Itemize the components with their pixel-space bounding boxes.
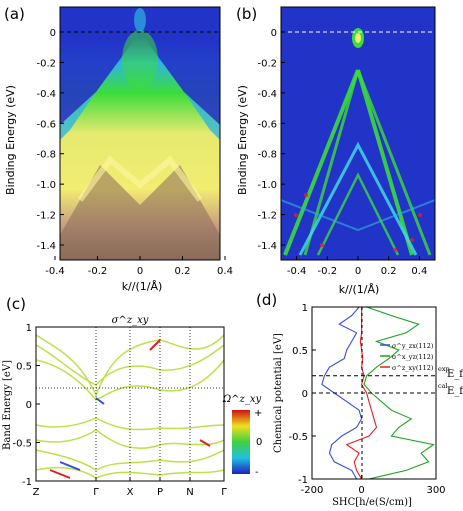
c-y-ticks: 1 0.5 0 -0.5 -1 <box>12 323 40 488</box>
c-kpoint-lines <box>95 327 191 481</box>
y-tick-label: -1.2 <box>257 211 277 222</box>
x-tick-label: 0.4 <box>217 266 233 277</box>
y-tick-label: 0 <box>50 28 56 39</box>
a-xlabel: k//(1/Å) <box>122 280 163 293</box>
legend-entry-2: σ^x_yz(112) <box>392 353 434 361</box>
b-xlabel: k//(1/Å) <box>339 283 380 296</box>
x-tick-label: 0 <box>358 485 364 496</box>
x-tick-label: -0.2 <box>318 266 338 277</box>
b-y-ticks: 0 -0.2 -0.4 -0.6 -0.8 -1.0 -1.2 -1.4 <box>257 28 285 252</box>
x-tick-label: 0 <box>355 266 361 277</box>
y-tick-label: -0.8 <box>36 150 56 161</box>
fermi-label: E_f <box>447 369 463 380</box>
y-tick-label: -1.0 <box>36 180 56 191</box>
colorbar-tick-zero: 0 <box>256 437 262 448</box>
y-tick-label: -0.4 <box>257 89 277 100</box>
d-legend: σ^y_zx(112) σ^x_yz(112) σ^z_xy(112) <box>380 342 434 372</box>
y-tick-label: -0.5 <box>288 432 308 443</box>
x-tick-label: N <box>186 487 193 498</box>
x-tick-label: X <box>127 487 134 498</box>
x-tick-label: -200 <box>301 485 324 496</box>
y-tick-label: 0.5 <box>16 362 32 373</box>
b-ylabel: Binding Energy (eV) <box>236 85 249 195</box>
y-tick-label: 0.5 <box>292 346 308 357</box>
y-tick-label: -0.5 <box>12 439 32 450</box>
y-tick-label: -0.2 <box>36 58 56 69</box>
c-bands <box>36 334 224 479</box>
c-title: σ^z_xy <box>112 315 149 326</box>
a-y-ticks: 0 -0.2 -0.4 -0.6 -0.8 -1.0 -1.2 -1.4 <box>36 28 64 252</box>
legend-entry-3: σ^z_xy(112) <box>392 364 434 372</box>
fermi-label-sup: cal <box>438 382 448 390</box>
y-tick-label: -1.2 <box>36 211 56 222</box>
d-y-ticks: 1 0.5 0 -0.5 -1 <box>288 303 316 486</box>
x-tick-label: -0.4 <box>287 266 307 277</box>
x-tick-label: 0 <box>137 266 143 277</box>
colorbar-label: Ω^z_xy <box>222 394 262 405</box>
x-tick-label: -0.2 <box>88 266 108 277</box>
panel-label-c: (c) <box>6 295 26 313</box>
c-ylabel: Band Energy [eV] <box>2 360 13 450</box>
x-tick-label: Γ <box>93 487 99 498</box>
y-tick-label: -0.6 <box>257 119 277 130</box>
y-tick-label: -0.4 <box>36 89 56 100</box>
arpes-a-image <box>60 7 220 260</box>
y-tick-label: 1 <box>302 303 308 314</box>
x-tick-label: Z <box>33 487 40 498</box>
series-line-3 <box>345 307 378 479</box>
y-tick-label: 0 <box>302 389 308 400</box>
y-tick-label: -1 <box>22 477 32 488</box>
y-tick-label: 1 <box>26 323 32 334</box>
y-tick-label: -0.8 <box>257 150 277 161</box>
fermi-label-sup: exp <box>438 365 450 373</box>
y-tick-label: -1.0 <box>257 180 277 191</box>
fermi-label: E_f <box>447 386 463 397</box>
y-tick-label: 0 <box>271 28 277 39</box>
colorbar-tick-plus: + <box>254 408 262 419</box>
panel-label-d: (d) <box>256 291 277 309</box>
legend-entry-1: σ^y_zx(112) <box>392 342 434 350</box>
y-tick-label: -0.6 <box>36 119 56 130</box>
panel-label-b: (b) <box>236 5 257 23</box>
d-xlabel: SHC[h/e(S/cm)] <box>332 497 412 508</box>
y-tick-label: -1 <box>298 475 308 486</box>
d-ylabel: Chemical potential [eV] <box>273 333 284 453</box>
b-x-ticks: -0.4 -0.2 0 0.2 0.4 <box>287 256 427 277</box>
a-ylabel: Binding Energy (eV) <box>4 85 17 195</box>
x-tick-label: 0.2 <box>381 266 397 277</box>
c-colorbar: Ω^z_xy + 0 - <box>222 394 263 478</box>
colorbar-tick-minus: - <box>255 467 259 478</box>
y-tick-label: -1.4 <box>257 241 277 252</box>
y-tick-label: -0.2 <box>257 58 277 69</box>
x-tick-label: 0.4 <box>411 266 427 277</box>
y-tick-label: -1.4 <box>36 241 56 252</box>
x-tick-label: Γ <box>221 487 227 498</box>
x-tick-label: 300 <box>426 485 445 496</box>
panel-a: (a) 0-0.2-0.4-0.6-0.8-1.0-1.2-1.4 -0.4 -0… <box>4 5 233 293</box>
x-tick-label: 0.2 <box>175 266 191 277</box>
panel-label-a: (a) <box>4 5 25 23</box>
x-tick-label: -0.4 <box>45 266 65 277</box>
d-x-ticks: -200 0 300 <box>301 475 446 496</box>
x-tick-label: P <box>157 487 163 498</box>
arpes-b-image <box>281 7 435 260</box>
y-tick-label: 0 <box>26 400 32 411</box>
panel-b: (b) 0-0.2-0.4-0.6-0.8-1.0-1.2-1.4 -0.4 -0… <box>236 5 436 296</box>
panel-c: (c) σ^z_xy <box>2 295 262 498</box>
a-x-ticks: -0.4 -0.2 0 0.2 0.4 <box>45 256 233 277</box>
